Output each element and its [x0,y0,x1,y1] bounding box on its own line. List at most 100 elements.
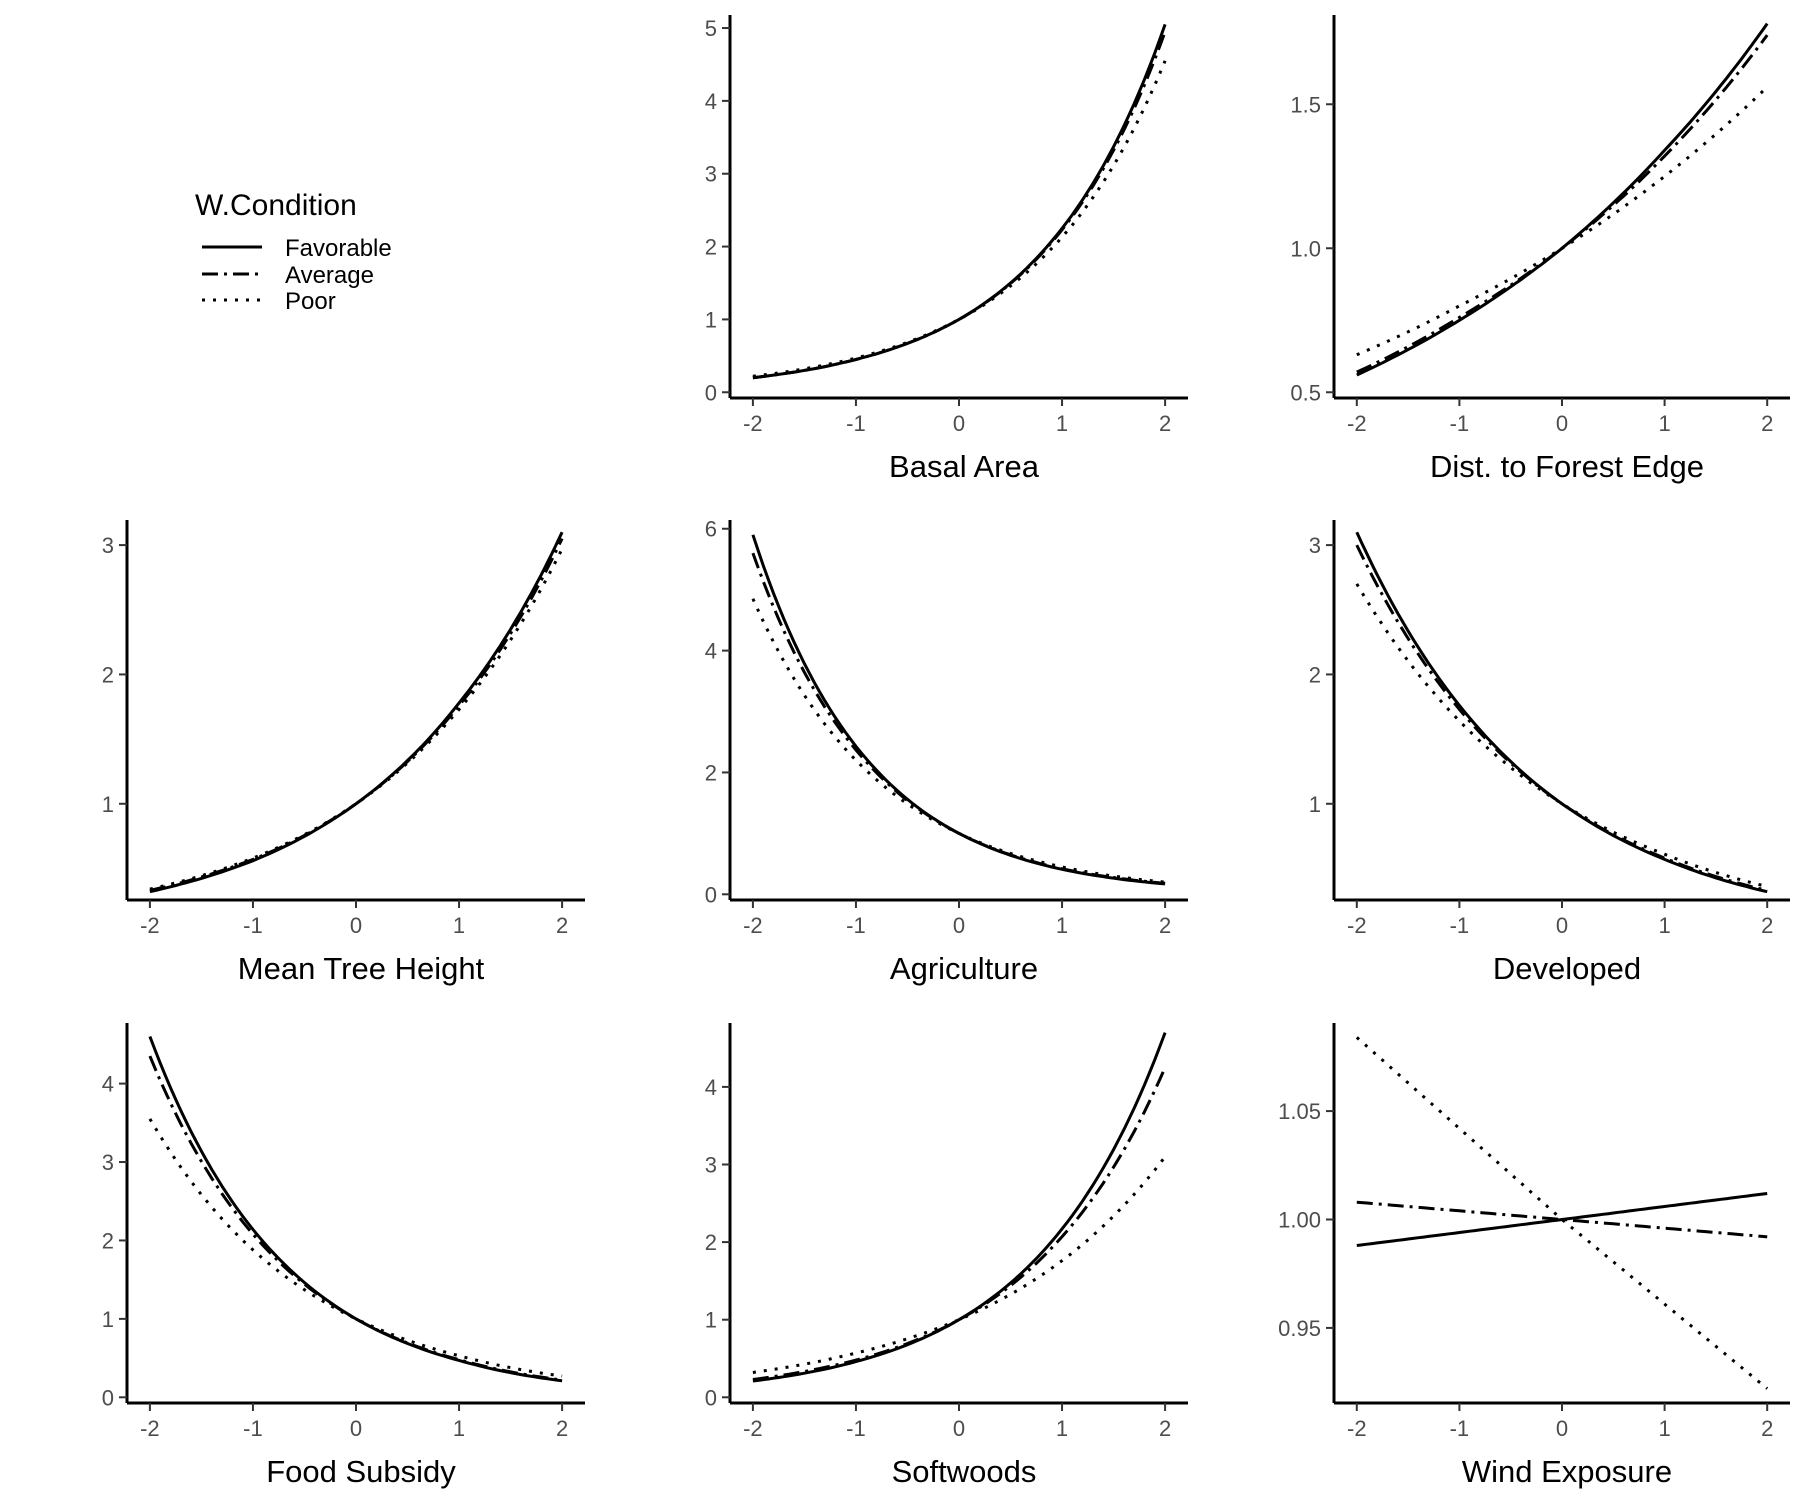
series-line-favorable [1355,531,1768,894]
y-tick-label: 1 [705,307,717,332]
legend-entry-poor: Poor [202,288,336,315]
y-tick-label: 4 [705,1075,717,1100]
x-tick-label: 0 [953,913,965,938]
y-tick-label: 4 [102,1072,114,1097]
legend-label-poor: Poor [285,288,336,315]
x-tick-label: 1 [1658,411,1670,436]
x-axis-title: Basal Area [889,449,1040,484]
y-tick-label: 1 [1309,792,1321,817]
y-tick-label: 2 [705,760,717,785]
panel-agriculture: -2 -1 0 1 2 0 2 4 6 Agriculture [705,517,1188,986]
x-tick-label: -1 [846,913,866,938]
x-tick-label: -2 [743,1416,763,1441]
x-axis-title: Agriculture [890,951,1038,986]
x-tick-label: 0 [953,411,965,436]
y-tick-label: 3 [102,533,114,558]
series-line-average [148,1055,563,1382]
x-tick-label: 1 [1056,411,1068,436]
y-tick-label: 0 [705,380,717,405]
y-tick-label: 1.5 [1290,92,1321,117]
x-axis-title: Dist. to Forest Edge [1430,449,1704,484]
panel-softwoods: -2 -1 0 1 2 0 1 2 3 4 Softwoods [705,1023,1188,1489]
x-axis-title: Food Subsidy [266,1454,456,1489]
y-tick-label: 1 [102,1307,114,1332]
y-tick-label: 3 [705,162,717,187]
x-tick-label: 2 [1159,1416,1171,1441]
panel-wind-exposure: -2 -1 0 1 2 0.95 1.00 1.05 Wind Exposure [1278,1023,1790,1489]
x-axis-title: Wind Exposure [1462,1454,1672,1489]
y-tick-label: 2 [705,1230,717,1255]
y-tick-label: 1 [102,792,114,817]
y-tick-label: 1.0 [1290,236,1321,261]
y-tick-label: 4 [705,89,717,114]
x-tick-label: 2 [1159,913,1171,938]
x-tick-label: 1 [1658,1416,1670,1441]
x-tick-label: 1 [1658,913,1670,938]
x-tick-label: 0 [1556,913,1568,938]
series-line-poor [149,548,564,891]
series-line-poor [1355,583,1768,888]
x-tick-label: 2 [1761,1416,1773,1441]
x-tick-label: -1 [1450,411,1470,436]
x-tick-label: 2 [556,1416,568,1441]
x-tick-label: 1 [1056,1416,1068,1441]
y-tick-label: 3 [705,1153,717,1178]
y-tick-label: 1 [705,1308,717,1333]
series-line-favorable [752,1032,1167,1383]
y-tick-label: 1.05 [1278,1099,1321,1124]
y-tick-label: 2 [705,235,717,260]
series-line-poor [1355,1036,1769,1390]
y-tick-label: 0 [705,1385,717,1410]
x-tick-label: -2 [743,411,763,436]
x-tick-label: 2 [556,913,568,938]
panel-grid: -2 -1 0 1 2 0 1 2 3 4 5 Basal Area -2 -1 0 1 2 0.5 1.0 1.5 D… [102,15,1790,1489]
x-tick-label: 0 [1556,1416,1568,1441]
x-tick-label: 1 [453,913,465,938]
x-tick-label: -2 [140,1416,160,1441]
series-line-favorable [1356,1192,1768,1247]
x-tick-label: 2 [1761,913,1773,938]
legend-entry-average: Average [202,262,374,289]
x-tick-label: -1 [243,1416,263,1441]
y-tick-label: 2 [102,662,114,687]
legend-label-average: Average [285,262,374,289]
y-tick-label: 0.5 [1290,380,1321,405]
x-tick-label: -2 [1347,913,1367,938]
y-tick-label: 1.00 [1278,1208,1321,1233]
series-line-poor [148,1118,563,1378]
x-tick-label: -1 [1450,913,1470,938]
x-tick-label: 0 [1556,411,1568,436]
y-tick-label: 0.95 [1278,1316,1321,1341]
series-line-favorable [149,531,564,894]
panel-mean-tree-height: -2 -1 0 1 2 1 2 3 Mean Tree Height [102,520,585,986]
y-tick-label: 5 [705,16,717,41]
series-line-poor [1356,85,1769,357]
series-line-favorable [751,534,1166,886]
series-line-favorable [1356,22,1769,377]
x-tick-label: 0 [953,1416,965,1441]
x-tick-label: -1 [1450,1416,1470,1441]
series-line-poor [752,60,1167,378]
x-tick-label: -1 [846,411,866,436]
x-axis-title: Softwoods [892,1454,1037,1489]
legend-label-favorable: Favorable [285,235,392,262]
series-line-poor [752,1155,1167,1374]
legend: W.Condition Favorable Average Poor [195,189,392,315]
x-tick-label: 1 [453,1416,465,1441]
x-tick-label: -2 [1347,411,1367,436]
legend-entry-favorable: Favorable [202,235,392,262]
x-tick-label: -2 [140,913,160,938]
y-tick-label: 0 [102,1385,114,1410]
series-line-average [1355,544,1768,892]
x-tick-label: 1 [1056,913,1068,938]
x-tick-label: -1 [243,913,263,938]
y-tick-label: 4 [705,639,717,664]
x-tick-label: 2 [1761,411,1773,436]
series-line-average [1356,34,1769,374]
series-line-average [752,31,1167,380]
legend-title: W.Condition [195,189,357,222]
series-line-average [752,1066,1167,1381]
x-tick-label: 0 [350,1416,362,1441]
x-tick-label: -2 [1347,1416,1367,1441]
